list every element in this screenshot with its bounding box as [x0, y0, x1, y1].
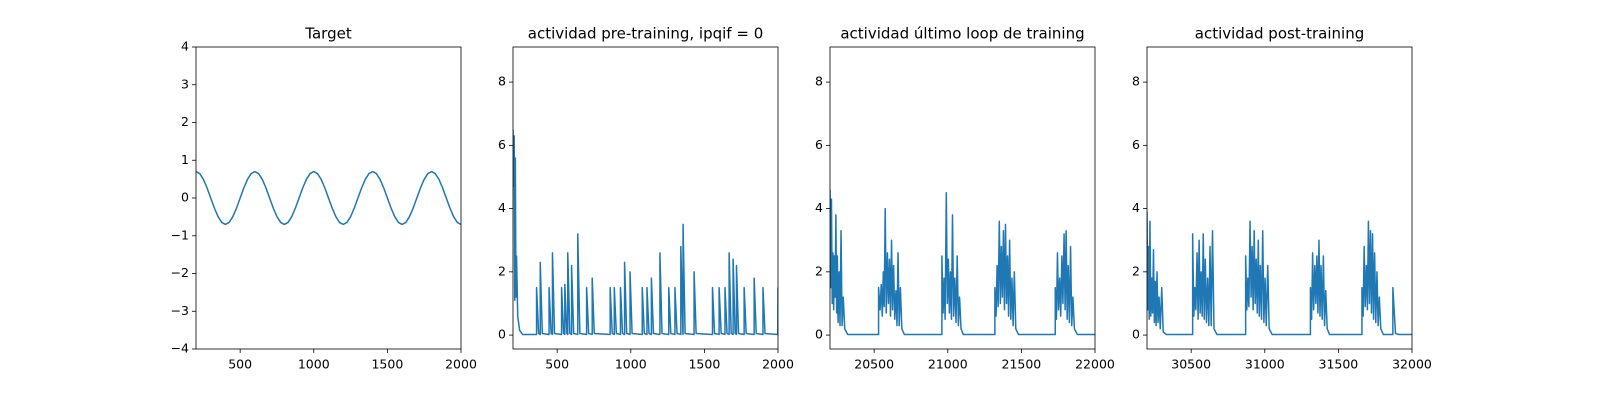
series-line [1147, 211, 1412, 336]
y-tick-label: 4 [815, 200, 823, 215]
subplot-title: actividad post-training [1195, 25, 1364, 43]
y-tick-label: 2 [498, 263, 506, 278]
y-tick-label: 1 [181, 152, 189, 167]
x-tick-label: 2000 [445, 357, 477, 372]
x-tick-label: 31000 [1245, 357, 1285, 372]
subplot-title: Target [304, 25, 352, 43]
y-tick-label: −2 [171, 265, 189, 280]
y-tick-label: −1 [171, 227, 189, 242]
x-tick-label: 1000 [298, 357, 330, 372]
axes-frame [512, 46, 779, 350]
series-line [196, 170, 461, 226]
subplot: Target 500 1000 1500 2000 −4 −3 −2 −1 0 1 2 3 4 [171, 25, 477, 372]
y-tick-label: 6 [815, 137, 823, 152]
x-tick-label: 1500 [371, 357, 403, 372]
x-tick-label: 22000 [1075, 357, 1115, 372]
x-tick-label: 1000 [615, 357, 647, 372]
y-tick-label: 0 [181, 190, 189, 205]
x-tick-label: 500 [228, 357, 252, 372]
y-tick-label: 4 [1132, 200, 1140, 215]
y-tick-label: 4 [181, 39, 189, 54]
x-tick-label: 21000 [928, 357, 968, 372]
x-tick-label: 32000 [1392, 357, 1432, 372]
subplot: actividad pre-training, ipqif = 0 500 1000… [498, 25, 794, 372]
x-tick-label: 20500 [854, 357, 894, 372]
axes-frame [829, 46, 1096, 350]
y-tick-label: 0 [815, 327, 823, 342]
subplot-title: actividad último loop de training [840, 25, 1084, 43]
y-tick-label: 6 [498, 137, 506, 152]
subplot-title: actividad pre-training, ipqif = 0 [528, 25, 764, 43]
y-tick-label: 0 [498, 327, 506, 342]
axes-frame [195, 46, 462, 350]
y-tick-label: 3 [181, 76, 189, 91]
series-line [830, 189, 1095, 336]
y-tick-label: 0 [1132, 327, 1140, 342]
y-tick-label: −4 [171, 341, 189, 356]
x-tick-label: 31500 [1319, 357, 1359, 372]
series-line [513, 129, 778, 336]
y-tick-label: 4 [498, 200, 506, 215]
y-tick-label: 2 [815, 263, 823, 278]
subplot: actividad último loop de training 20500 21… [815, 25, 1115, 372]
x-tick-label: 30500 [1171, 357, 1211, 372]
x-tick-label: 2000 [762, 357, 794, 372]
axes-frame [1146, 46, 1413, 350]
y-tick-label: 2 [181, 114, 189, 129]
y-tick-label: 6 [1132, 137, 1140, 152]
subplot: actividad post-training 30500 31000 31500 32… [1132, 25, 1432, 372]
y-tick-label: 2 [1132, 263, 1140, 278]
y-tick-label: 8 [815, 74, 823, 89]
x-tick-label: 500 [545, 357, 569, 372]
y-tick-label: 8 [1132, 74, 1140, 89]
x-tick-label: 21500 [1002, 357, 1042, 372]
y-tick-label: 8 [498, 74, 506, 89]
x-tick-label: 1500 [688, 357, 720, 372]
y-tick-label: −3 [171, 303, 189, 318]
